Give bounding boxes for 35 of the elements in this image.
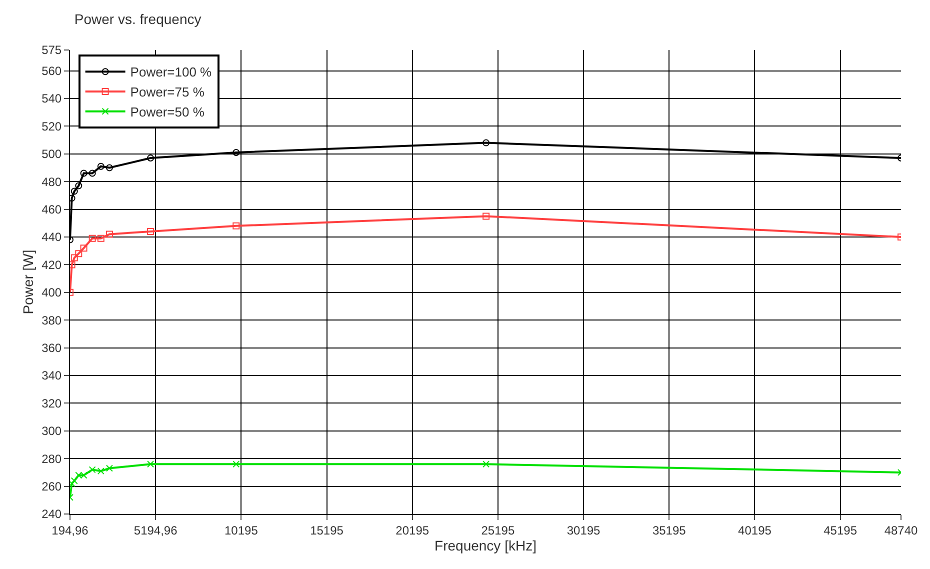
y-tick-label: 300 — [42, 424, 62, 438]
x-tick-label: 48740 — [884, 523, 918, 538]
x-tick-label: 194,96 — [52, 523, 89, 538]
x-tick-label: 40195 — [738, 523, 772, 538]
y-tick-label: 400 — [42, 286, 62, 300]
y-tick-label: 420 — [42, 258, 62, 272]
y-tick-label: 260 — [42, 480, 62, 494]
y-tick-label: 480 — [42, 174, 62, 189]
x-tick-label: 25195 — [481, 523, 515, 538]
y-tick-label: 240 — [42, 507, 62, 522]
y-axis-title: Power [W] — [20, 250, 36, 314]
y-tick-label: 280 — [42, 452, 62, 466]
x-tick-label: 35195 — [652, 523, 686, 538]
x-tick-label: 20195 — [396, 523, 430, 538]
y-tick-label: 560 — [42, 64, 62, 78]
x-tick-label: 30195 — [566, 523, 601, 538]
legend-label: Power=50 % — [130, 104, 205, 120]
y-tick-label: 380 — [42, 313, 62, 328]
legend-label: Power=100 % — [130, 64, 212, 80]
legend-label: Power=75 % — [130, 84, 205, 100]
x-tick-label: 15195 — [310, 523, 344, 538]
y-tick-label: 540 — [42, 92, 62, 106]
y-tick-label: 460 — [42, 202, 62, 216]
x-axis-title: Frequency [kHz] — [434, 538, 536, 554]
y-tick-label: 340 — [42, 368, 62, 383]
y-tick-label: 520 — [42, 119, 62, 134]
y-tick-label: 575 — [42, 43, 62, 58]
y-tick-label: 500 — [42, 147, 62, 162]
y-tick-label: 440 — [42, 230, 62, 244]
x-tick-label: 45195 — [824, 523, 858, 538]
x-tick-label: 5194,96 — [134, 523, 178, 538]
y-tick-label: 320 — [42, 396, 62, 410]
y-tick-label: 360 — [42, 340, 62, 355]
chart-title: Power vs. frequency — [74, 11, 202, 28]
x-tick-label: 10195 — [224, 523, 258, 538]
